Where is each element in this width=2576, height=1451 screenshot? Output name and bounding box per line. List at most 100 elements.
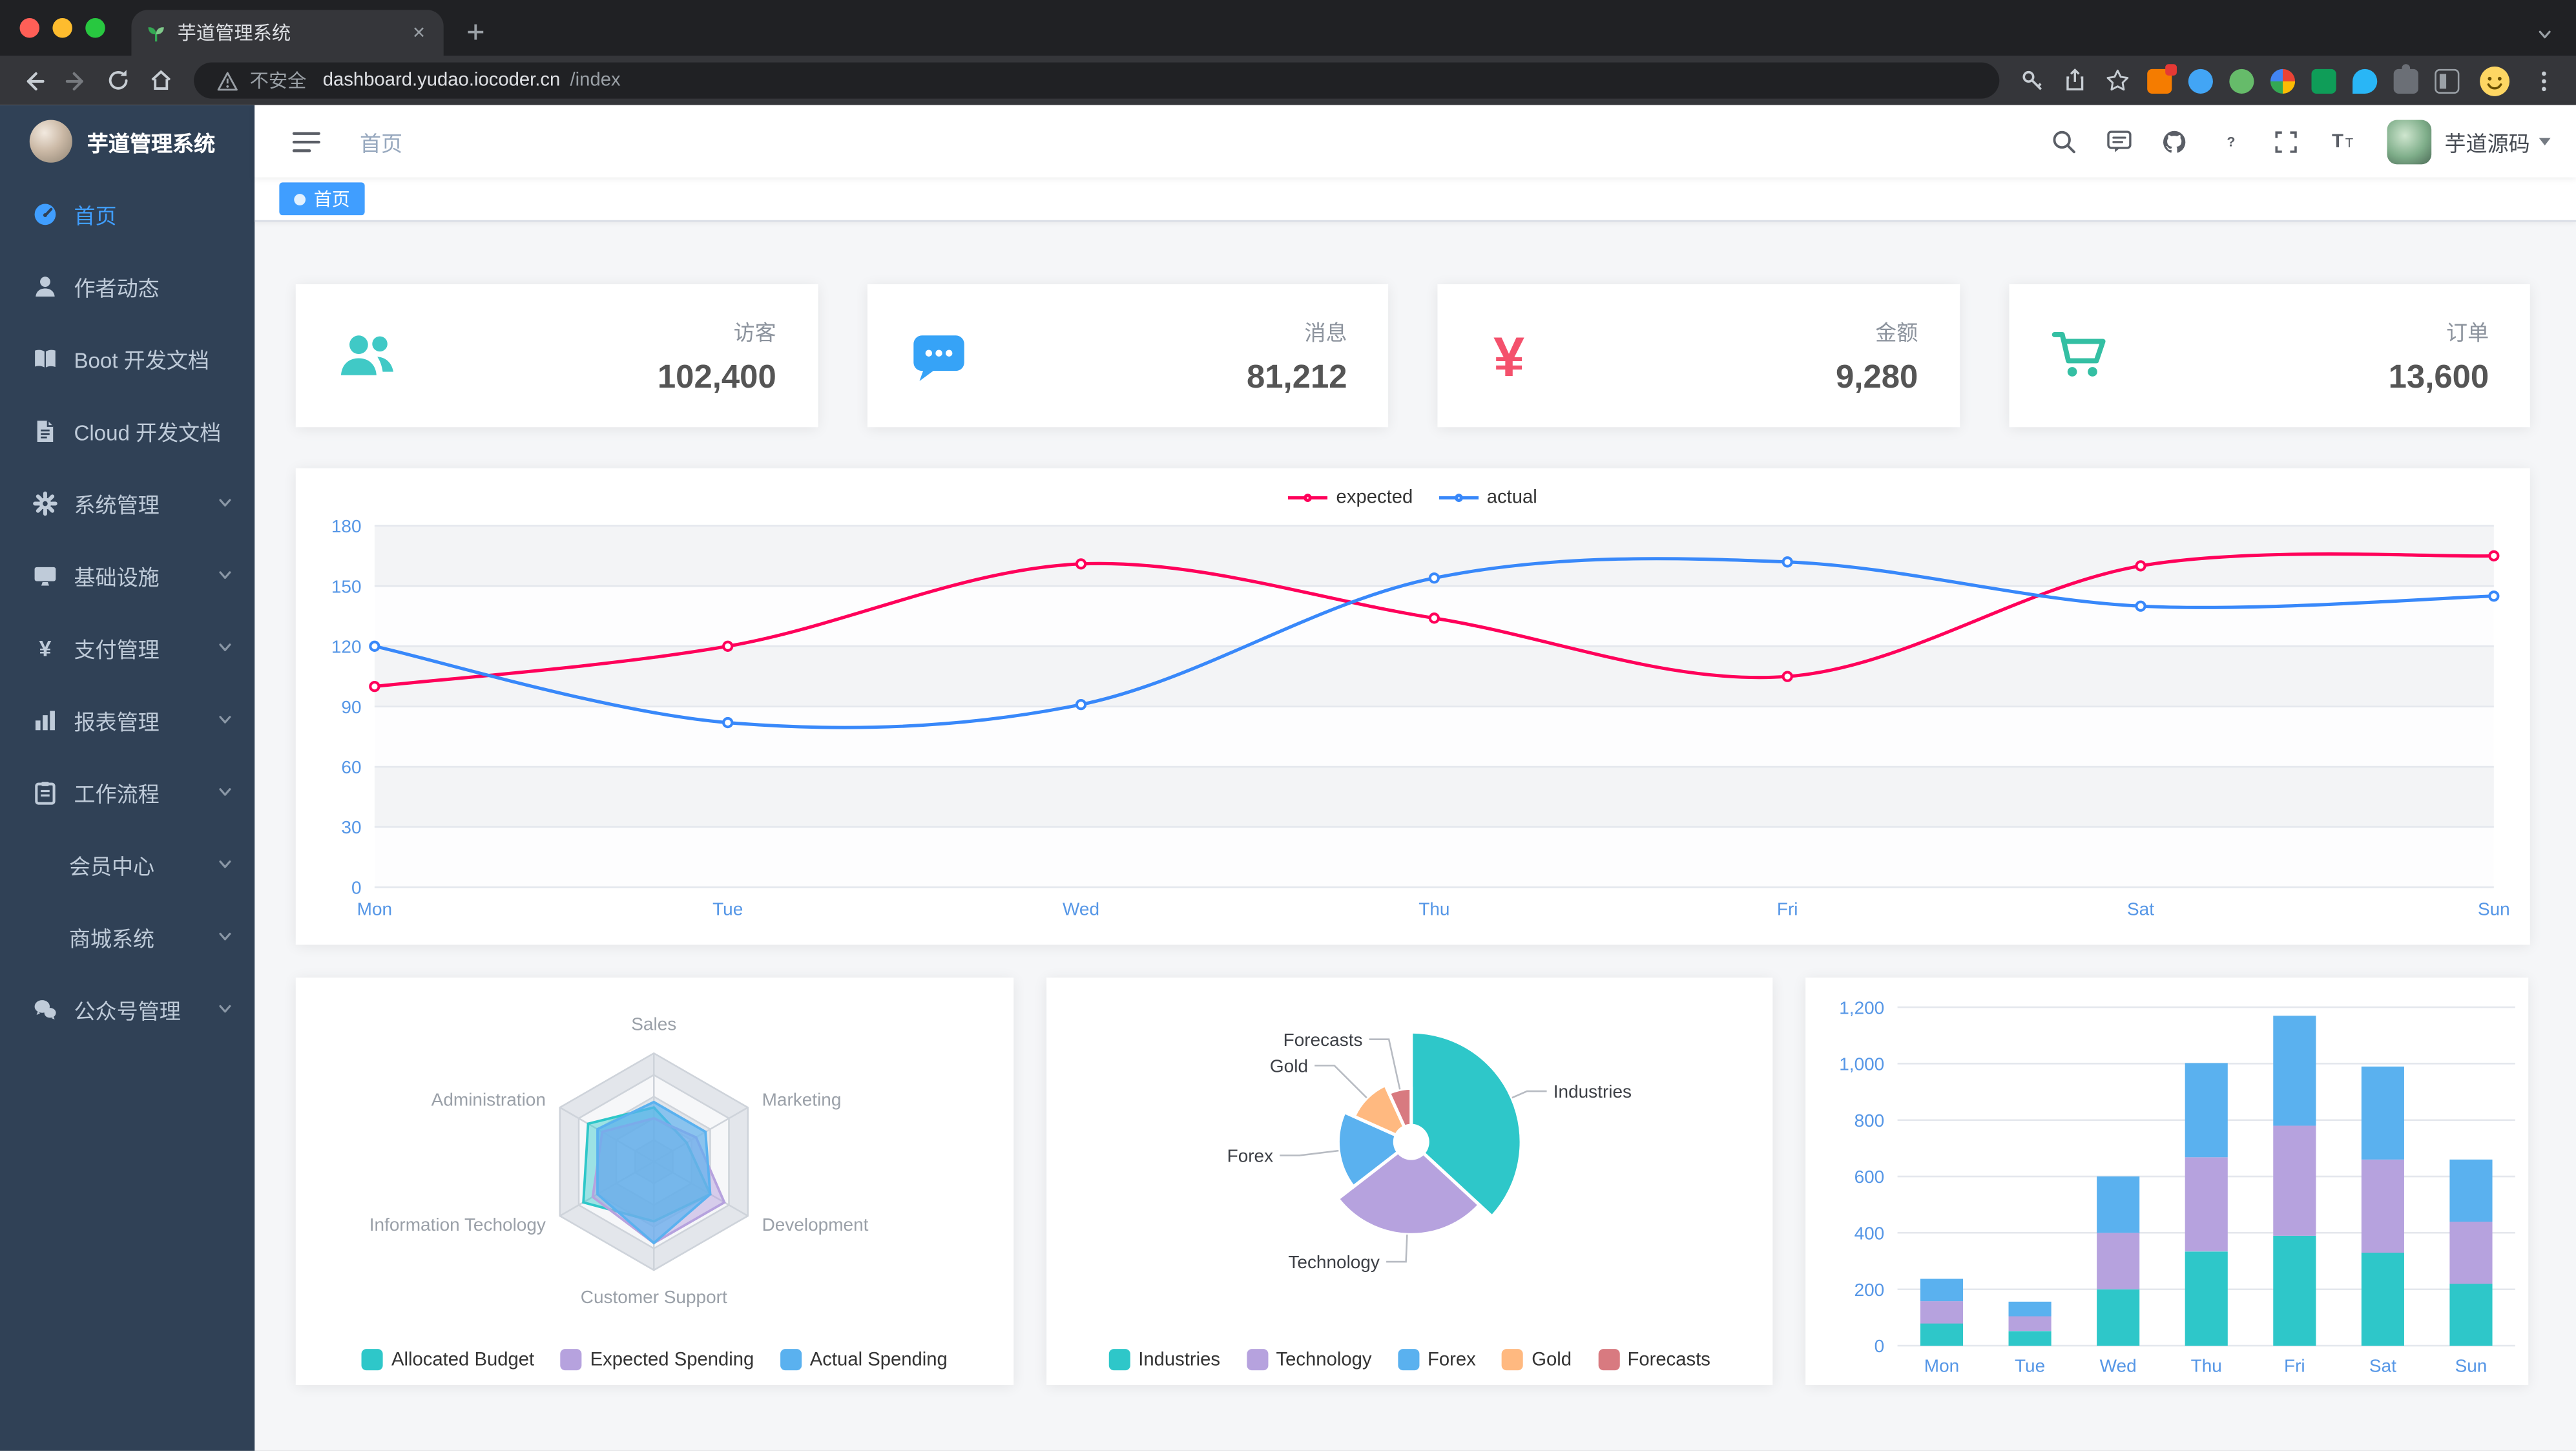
not-secure-warning-icon[interactable] bbox=[214, 67, 240, 94]
legend-label: Actual Spending bbox=[809, 1350, 948, 1370]
legend-item-forex[interactable]: Forex bbox=[1398, 1349, 1476, 1371]
new-tab-button[interactable] bbox=[453, 10, 496, 52]
forward-button[interactable] bbox=[56, 61, 95, 100]
radar-chart: Sales Marketing Development Customer Suppor… bbox=[296, 977, 1013, 1385]
fullscreen-icon[interactable] bbox=[2267, 121, 2307, 161]
legend-item-forecasts[interactable]: Forecasts bbox=[1597, 1349, 1710, 1371]
svg-text:600: 600 bbox=[1854, 1167, 1885, 1187]
svg-text:120: 120 bbox=[331, 636, 362, 656]
stat-value: 102,400 bbox=[657, 359, 776, 395]
home-button[interactable] bbox=[141, 61, 181, 100]
split-view-icon[interactable] bbox=[2435, 68, 2460, 93]
reload-button[interactable] bbox=[99, 61, 138, 100]
legend-item-expected[interactable]: expected bbox=[1288, 488, 1413, 508]
legend-item-technology[interactable]: Technology bbox=[1246, 1349, 1372, 1371]
sidebar-item-11[interactable]: 公众号管理 bbox=[0, 973, 254, 1045]
sidebar-item-label: Boot 开发文档 bbox=[74, 347, 209, 373]
stat-card-3[interactable]: 订单 13,600 bbox=[2008, 284, 2530, 428]
legend-label: Gold bbox=[1532, 1350, 1572, 1370]
sidebar-item-1[interactable]: 作者动态 bbox=[0, 250, 254, 322]
legend-item-actual-spending[interactable]: Actual Spending bbox=[780, 1349, 948, 1371]
svg-text:800: 800 bbox=[1854, 1111, 1885, 1131]
svg-text:Customer Support: Customer Support bbox=[581, 1287, 727, 1307]
legend-item-expected-spending[interactable]: Expected Spending bbox=[560, 1349, 754, 1371]
address-bar[interactable]: 不安全 dashboard.yudao.iocoder.cn/index bbox=[194, 62, 2000, 99]
tab-title: 芋道管理系统 bbox=[177, 25, 291, 45]
pie-chart-card: Industries Technology Forex Gold Forecasts I… bbox=[1046, 977, 1773, 1386]
window-zoom-button[interactable] bbox=[85, 17, 105, 38]
browser-menu-kebab-icon[interactable] bbox=[2524, 61, 2563, 100]
chevron-down-icon bbox=[217, 639, 233, 655]
stat-card-1[interactable]: 消息 81,212 bbox=[866, 284, 1389, 428]
extension-icon[interactable] bbox=[2353, 68, 2378, 93]
legend-label: Forex bbox=[1427, 1350, 1476, 1370]
help-icon[interactable]: ? bbox=[2211, 121, 2250, 161]
window-close-button[interactable] bbox=[19, 17, 40, 38]
sidebar-item-9[interactable]: 会员中心 bbox=[0, 828, 254, 901]
extension-icon[interactable] bbox=[2188, 68, 2213, 93]
legend-label: Allocated Budget bbox=[391, 1350, 535, 1370]
svg-text:60: 60 bbox=[341, 757, 361, 777]
stat-card-2[interactable]: ¥ 金额 9,280 bbox=[1437, 284, 1959, 428]
window-controls bbox=[0, 0, 131, 56]
svg-text:T: T bbox=[2345, 136, 2353, 151]
sidebar-item-6[interactable]: ¥ 支付管理 bbox=[0, 611, 254, 684]
extensions-puzzle-icon[interactable] bbox=[2393, 63, 2418, 93]
peoples-icon bbox=[33, 273, 57, 298]
legend-label: Expected Spending bbox=[590, 1350, 754, 1370]
tab-close-icon[interactable]: × bbox=[412, 19, 426, 45]
dashboard-icon bbox=[33, 202, 57, 226]
sidebar-item-10[interactable]: 商城系统 bbox=[0, 901, 254, 973]
bookmark-star-icon[interactable] bbox=[2098, 61, 2137, 100]
browser-tab[interactable]: 芋道管理系统 × bbox=[131, 10, 444, 56]
money-big-icon: ¥ bbox=[1479, 326, 1539, 386]
tab-list-chevron-icon[interactable] bbox=[2537, 26, 2553, 43]
sidebar-item-label: 会员中心 bbox=[68, 853, 155, 879]
legend-item-actual[interactable]: actual bbox=[1439, 488, 1537, 508]
chevron-down-icon bbox=[217, 711, 233, 727]
window-minimize-button[interactable] bbox=[52, 17, 72, 38]
radar-chart-card: Sales Marketing Development Customer Suppor… bbox=[295, 977, 1014, 1386]
svg-text:1,200: 1,200 bbox=[1839, 997, 1884, 1018]
user-avatar[interactable] bbox=[2387, 119, 2432, 164]
legend-swatch bbox=[1108, 1349, 1130, 1371]
tag-item[interactable]: 首页 bbox=[279, 182, 365, 216]
sidebar-item-2[interactable]: Boot 开发文档 bbox=[0, 322, 254, 394]
legend-item-allocated-budget[interactable]: Allocated Budget bbox=[362, 1349, 535, 1371]
sidebar-item-4[interactable]: 系统管理 bbox=[0, 466, 254, 539]
svg-text:Tue: Tue bbox=[712, 899, 743, 919]
sidebar-item-7[interactable]: 报表管理 bbox=[0, 684, 254, 756]
sidebar-item-label: 首页 bbox=[74, 203, 117, 228]
message-icon[interactable] bbox=[2099, 121, 2139, 161]
sidebar-item-3[interactable]: Cloud 开发文档 bbox=[0, 394, 254, 466]
breadcrumb: 首页 bbox=[359, 130, 403, 156]
caret-down-icon[interactable] bbox=[2537, 133, 2553, 149]
search-icon[interactable] bbox=[2044, 121, 2083, 161]
github-icon[interactable] bbox=[2155, 121, 2195, 161]
extension-icon[interactable] bbox=[2311, 68, 2336, 93]
extension-icon[interactable] bbox=[2229, 68, 2254, 93]
user-name[interactable]: 芋道源码 bbox=[2444, 130, 2530, 156]
svg-text:Forecasts: Forecasts bbox=[1283, 1030, 1363, 1050]
legend-item-industries[interactable]: Industries bbox=[1108, 1349, 1220, 1371]
sidebar-item-0[interactable]: 首页 bbox=[0, 178, 254, 250]
share-icon[interactable] bbox=[2055, 61, 2095, 100]
sidebar-item-5[interactable]: 基础设施 bbox=[0, 539, 254, 611]
profile-avatar[interactable] bbox=[2479, 65, 2510, 96]
dashboard-content: 访客 102,400 消息 81,212 ¥ 金额 9,280 订单 13,600 expect… bbox=[254, 222, 2576, 1450]
stat-card-0[interactable]: 访客 102,400 bbox=[295, 284, 818, 428]
legend-item-gold[interactable]: Gold bbox=[1502, 1349, 1572, 1371]
extension-icon[interactable] bbox=[2270, 68, 2296, 93]
extension-icon[interactable] bbox=[2147, 63, 2177, 93]
password-key-icon[interactable] bbox=[2013, 61, 2052, 100]
back-button[interactable] bbox=[13, 61, 52, 100]
svg-text:Sun: Sun bbox=[2455, 1356, 2488, 1376]
hamburger-icon[interactable] bbox=[286, 121, 326, 161]
legend-swatch bbox=[780, 1349, 802, 1371]
svg-text:Fri: Fri bbox=[2284, 1356, 2305, 1376]
line-chart-card: expected actual 0 30 60 90 120 150 180 Mon Tue Wed… bbox=[295, 468, 2530, 945]
sidebar-item-8[interactable]: 工作流程 bbox=[0, 756, 254, 828]
chevron-down-icon bbox=[217, 567, 233, 583]
stat-value: 9,280 bbox=[1836, 359, 1918, 395]
